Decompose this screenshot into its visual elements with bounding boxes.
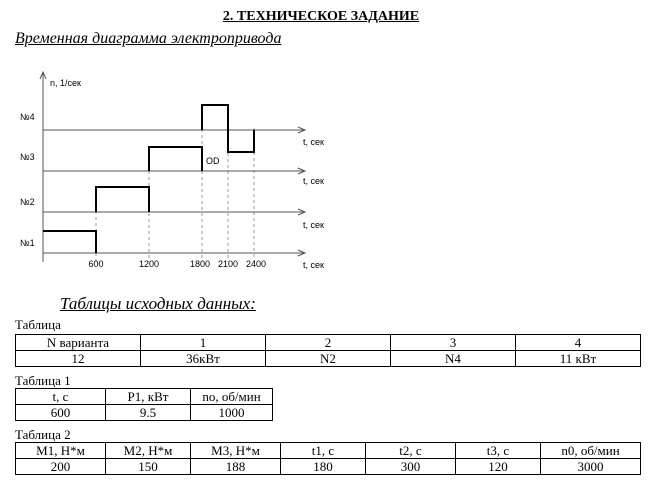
timing-diagram: n, 1/сек №4 №3 №2 №1 t, сек t, сек t, се… bbox=[20, 70, 324, 270]
table-caption: Таблица 2 bbox=[15, 427, 71, 442]
cell: 180 bbox=[280, 458, 366, 475]
header-cell: t2, с bbox=[365, 442, 456, 459]
cell: 1000 bbox=[190, 404, 273, 421]
cell: 36кВт bbox=[140, 350, 266, 367]
header-cell: t, с bbox=[15, 388, 106, 405]
cell: 120 bbox=[455, 458, 541, 475]
x-ticks: 600 1200 1800 2100 2400 bbox=[88, 259, 266, 269]
cell: 188 bbox=[190, 458, 281, 475]
row: 600 9.5 1000 bbox=[15, 404, 273, 421]
header-row: t, с P1, кВт no, об/мин bbox=[15, 388, 273, 405]
cell: 150 bbox=[105, 458, 191, 475]
axis-label: t, сек bbox=[303, 137, 324, 147]
axis-label: t, сек bbox=[303, 176, 324, 186]
header-row: N варианта 1 2 3 4 bbox=[15, 334, 641, 351]
axis-label: t, сек bbox=[303, 260, 324, 270]
x-tick-label: 2100 bbox=[218, 259, 238, 269]
table: t, с P1, кВт no, об/мин 600 9.5 1000 bbox=[15, 388, 273, 421]
cell: 600 bbox=[15, 404, 106, 421]
cell: 9.5 bbox=[105, 404, 191, 421]
header-cell: M3, Н*м bbox=[190, 442, 281, 459]
row: 200 150 188 180 300 120 3000 bbox=[15, 458, 641, 475]
x-tick-label: 600 bbox=[88, 259, 103, 269]
y-axis-label: n, 1/сек bbox=[50, 78, 81, 88]
header-row: M1, Н*м M2, Н*м M3, Н*м t1, с t2, с t3, с n0, … bbox=[15, 442, 641, 459]
x-tick-label: 1800 bbox=[190, 259, 210, 269]
header-cell: M2, Н*м bbox=[105, 442, 191, 459]
header-cell: no, об/мин bbox=[190, 388, 273, 405]
header-cell: t3, с bbox=[455, 442, 541, 459]
subtitle: Временная диаграмма электропривода bbox=[15, 30, 282, 47]
header-cell: 2 bbox=[265, 334, 391, 351]
cell: 200 bbox=[15, 458, 106, 475]
header-cell: P1, кВт bbox=[105, 388, 191, 405]
level-label: №1 bbox=[20, 238, 35, 248]
cell: 12 bbox=[15, 350, 141, 367]
header-cell: n0, об/мин bbox=[540, 442, 641, 459]
table: N варианта 1 2 3 4 12 36кВт N2 N4 11 кВт bbox=[15, 334, 641, 367]
axes bbox=[39, 70, 307, 262]
guides bbox=[95, 105, 255, 262]
cell: 11 кВт bbox=[515, 350, 641, 367]
x-tick-label: 1200 bbox=[139, 259, 159, 269]
axis-label: t, сек bbox=[303, 220, 324, 230]
table-caption: Таблица bbox=[15, 317, 61, 332]
title: 2. ТЕХНИЧЕСКОЕ ЗАДАНИЕ bbox=[222, 9, 420, 24]
level-label: №4 bbox=[20, 112, 35, 122]
row: 12 36кВт N2 N4 11 кВт bbox=[15, 350, 641, 367]
table-caption: Таблица 1 bbox=[15, 373, 71, 388]
header-cell: 4 bbox=[515, 334, 641, 351]
cell: 300 bbox=[365, 458, 456, 475]
level-label: №3 bbox=[20, 152, 35, 162]
cell: N2 bbox=[265, 350, 391, 367]
table: M1, Н*м M2, Н*м M3, Н*м t1, с t2, с t3, с n0, … bbox=[15, 442, 641, 475]
header-cell: M1, Н*м bbox=[15, 442, 106, 459]
level-label: №2 bbox=[20, 197, 35, 207]
header-cell: N варианта bbox=[15, 334, 141, 351]
tables-title: Таблицы исходных данных: bbox=[60, 294, 256, 313]
cell: 3000 bbox=[540, 458, 641, 475]
waveforms bbox=[43, 104, 255, 253]
cell: N4 bbox=[390, 350, 516, 367]
annotation: OD bbox=[206, 156, 220, 166]
x-tick-label: 2400 bbox=[246, 259, 266, 269]
header-cell: 1 bbox=[140, 334, 266, 351]
header-cell: t1, с bbox=[280, 442, 366, 459]
header-cell: 3 bbox=[390, 334, 516, 351]
